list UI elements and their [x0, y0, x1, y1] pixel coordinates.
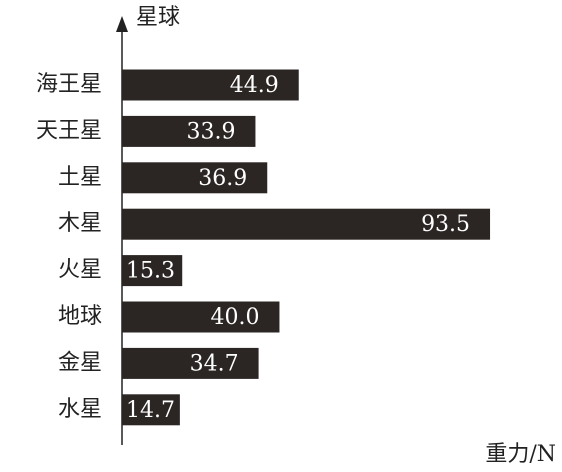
value-label: 36.9 — [198, 166, 247, 191]
y-tick-label: 地球 — [58, 304, 102, 329]
value-label: 34.7 — [190, 351, 239, 376]
bar — [122, 69, 299, 101]
bar — [122, 255, 183, 287]
value-label: 14.7 — [126, 398, 175, 423]
y-tick-label: 火星 — [58, 258, 102, 283]
bar — [122, 347, 259, 379]
value-label: 33.9 — [186, 119, 235, 144]
bar — [122, 162, 268, 194]
value-label: 40.0 — [210, 305, 259, 330]
y-tick-label: 金星 — [58, 350, 102, 375]
value-label: 44.9 — [230, 73, 279, 98]
bar — [122, 208, 491, 240]
y-tick-label: 土星 — [58, 165, 102, 190]
y-tick-label: 天王星 — [36, 118, 102, 143]
bar — [122, 301, 280, 333]
y-tick-label: 海王星 — [36, 72, 102, 97]
x-axis-label: 重力/N — [485, 442, 556, 467]
y-axis-label: 星球 — [136, 5, 180, 30]
y-tick-label: 水星 — [58, 397, 102, 422]
y-axis-arrow — [116, 16, 128, 32]
value-label: 93.5 — [421, 212, 470, 237]
value-label: 15.3 — [126, 259, 175, 284]
bar — [122, 115, 256, 147]
bar — [122, 394, 180, 426]
y-tick-label: 木星 — [58, 211, 102, 236]
